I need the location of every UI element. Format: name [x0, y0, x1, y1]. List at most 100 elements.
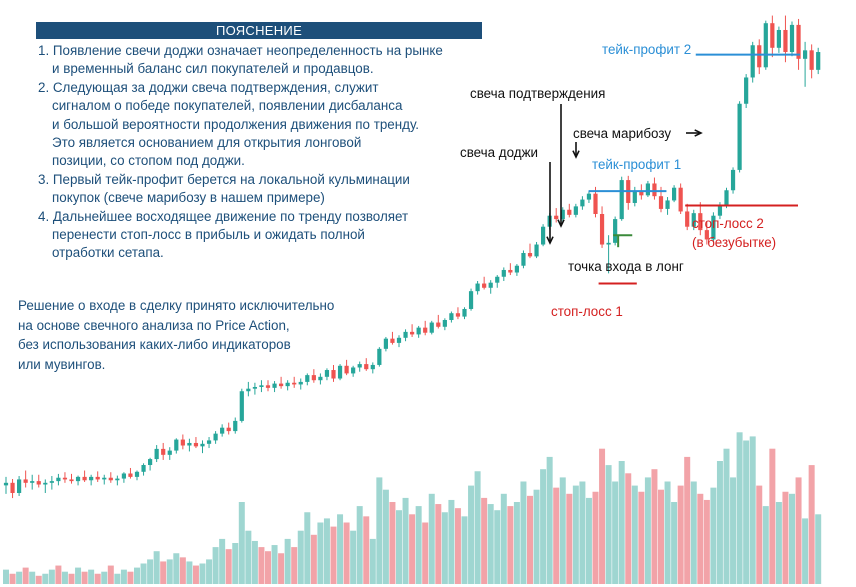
arrow-head — [546, 236, 554, 245]
candle-body — [809, 50, 814, 70]
volume-bar — [638, 491, 645, 584]
volume-bar — [48, 569, 55, 584]
volume-bar — [225, 549, 232, 584]
candle-body — [3, 482, 9, 486]
candle-body — [613, 219, 618, 243]
volume-bar — [769, 448, 776, 584]
candle — [154, 445, 159, 463]
volume-bar — [81, 571, 88, 584]
volume-bar — [507, 506, 514, 584]
price-levels — [588, 53, 800, 285]
candle-body — [128, 473, 133, 477]
candle — [586, 191, 592, 203]
candle — [206, 437, 212, 449]
candle-body — [272, 383, 277, 388]
candle — [619, 176, 624, 221]
candle — [495, 275, 500, 288]
volume-bar — [258, 547, 265, 584]
candle-body — [527, 253, 533, 257]
candle — [573, 203, 578, 218]
volume-bar — [402, 497, 409, 584]
candle — [174, 438, 179, 454]
candle — [193, 437, 199, 449]
volume-bar — [16, 571, 23, 584]
volume-bar — [579, 481, 586, 584]
volume-bar — [815, 514, 822, 584]
volume-bar — [658, 489, 664, 584]
volume-bar — [337, 514, 344, 584]
volume-bar — [690, 481, 697, 584]
volume-bar — [317, 522, 324, 584]
candle-body — [462, 308, 467, 317]
candle — [442, 318, 447, 331]
candle-body — [220, 427, 225, 434]
candle — [49, 476, 54, 490]
candle — [200, 440, 205, 454]
volume-bar — [789, 493, 795, 584]
volume-bar — [527, 495, 533, 584]
candle-body — [429, 322, 434, 333]
volume-bar — [710, 487, 717, 584]
volume-bar — [441, 512, 448, 584]
candle-body — [30, 481, 35, 483]
confirmation-label: свеча подтверждения — [470, 86, 606, 101]
volume-bar — [782, 491, 789, 584]
volume-bar — [775, 502, 782, 584]
volume-bar — [605, 465, 612, 584]
volume-bar — [671, 502, 678, 584]
candle-body — [43, 482, 48, 485]
doji-label: свеча доджи — [460, 145, 539, 160]
candle-body — [704, 230, 709, 240]
volume-bar — [22, 567, 29, 584]
volume-bar — [166, 559, 173, 584]
candle-body — [69, 479, 74, 482]
candle — [265, 380, 271, 392]
candle-body — [482, 283, 487, 288]
candle-body — [744, 77, 749, 104]
candle — [423, 320, 428, 336]
volume-bar — [55, 565, 62, 584]
candle — [554, 208, 559, 223]
explanation-line: сигналом о победе покупателей, появлении… — [52, 98, 403, 114]
candle-body — [783, 29, 788, 53]
candle-body — [154, 448, 159, 460]
volume-bar — [422, 522, 429, 584]
candle-body — [49, 481, 54, 483]
candle-body — [180, 439, 185, 446]
candle — [351, 365, 356, 377]
candle — [678, 183, 683, 214]
candle-body — [737, 103, 742, 170]
candle — [331, 364, 336, 382]
candle-body — [233, 420, 238, 432]
volume-bar — [114, 573, 121, 584]
candle-body — [396, 337, 402, 343]
candle — [364, 358, 369, 371]
candle — [36, 474, 41, 488]
candle-body — [292, 382, 297, 385]
confirmation-arrow — [557, 104, 565, 228]
volume-bar — [540, 469, 547, 584]
volume-bar — [356, 506, 363, 584]
candle — [613, 216, 618, 246]
take-profit-2-label: тейк-профит 2 — [602, 42, 692, 57]
volume-bar — [42, 573, 49, 584]
explanation-line: 4. Дальнейшее восходящее движение по тре… — [38, 208, 409, 224]
volume-bar — [389, 502, 396, 584]
explanation-title: ПОЯСНЕНИЕ — [36, 22, 482, 39]
volume-bar — [618, 461, 625, 584]
volume-bar — [310, 534, 317, 584]
candle — [796, 18, 801, 70]
volume-bar — [382, 489, 389, 584]
volume-bar — [127, 571, 134, 584]
candle — [259, 380, 264, 393]
candle-body — [580, 199, 585, 207]
candle — [757, 39, 762, 75]
candle-body — [423, 327, 428, 333]
volume-bar — [147, 559, 154, 584]
candle-body — [95, 476, 100, 480]
volume-bar — [9, 573, 16, 584]
candle-body — [23, 479, 28, 483]
candle — [220, 424, 225, 437]
candle — [763, 20, 768, 70]
volume-bar — [612, 481, 619, 584]
